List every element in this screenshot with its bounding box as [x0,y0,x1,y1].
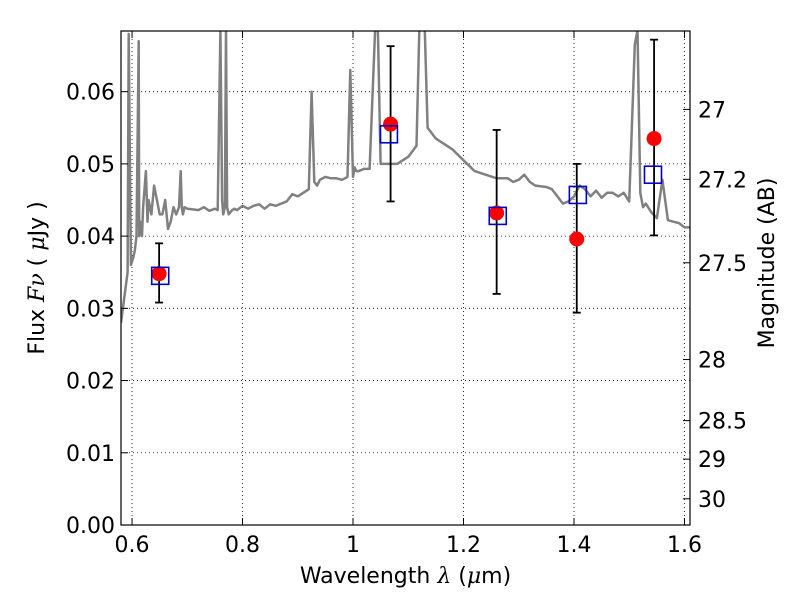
y2-axis-label: Magnitude (AB) [755,178,780,349]
y-tick-label-4: 0.04 [66,225,115,250]
x-tick-label-4: 1.4 [556,533,591,558]
y2-tick-label-5: 29 [698,448,726,473]
spectrum-series [121,31,690,323]
error-bars [155,38,659,314]
y-axis-label: Flux Fν ( μJy ) [25,201,50,354]
y-tick-label-0: 0.00 [66,514,115,539]
y-axis-ticks: 0.00 0.01 0.02 0.03 0.04 0.05 0.06 [66,81,128,539]
y2-axis-ticks: 27 27.2 27.5 28 28.5 29 30 [683,98,747,513]
x-axis-ticks: 0.6 0.8 1 1.2 1.4 1.6 [115,31,702,558]
model-points [150,124,663,286]
observed-point-1 [383,116,399,132]
x-axis-label: Wavelength λ (μm) [300,564,511,589]
model-point-2 [488,206,508,226]
model-point-1 [379,124,399,144]
observed-point-3 [569,231,585,247]
y2-tick-label-3: 28 [698,349,726,374]
observed-point-0 [151,266,167,282]
x-tick-label-3: 1.2 [446,533,481,558]
x-tick-label-5: 1.6 [667,533,702,558]
x-tick-label-0: 0.6 [115,533,150,558]
spectrum-line [121,31,690,323]
y-tick-label-6: 0.06 [66,81,115,106]
y2-tick-label-1: 27.2 [698,168,747,193]
observed-point-2 [489,205,505,221]
y-tick-label-1: 0.01 [66,442,115,467]
y2-tick-label-0: 27 [698,98,726,123]
observed-point-4 [646,131,662,147]
y-tick-label-5: 0.05 [66,153,115,178]
x-tick-label-1: 0.8 [225,533,260,558]
y-tick-label-2: 0.02 [66,370,115,395]
grid [121,31,690,526]
observed-points [151,116,662,282]
model-point-0 [150,266,170,286]
y-tick-label-3: 0.03 [66,297,115,322]
x-tick-label-2: 1 [346,533,360,558]
y2-tick-label-6: 30 [698,488,726,513]
y2-tick-label-4: 28.5 [698,410,747,435]
y2-tick-label-2: 27.5 [698,252,747,277]
model-point-4 [643,165,663,185]
plot-frame [120,30,691,526]
model-point-3 [568,185,588,205]
